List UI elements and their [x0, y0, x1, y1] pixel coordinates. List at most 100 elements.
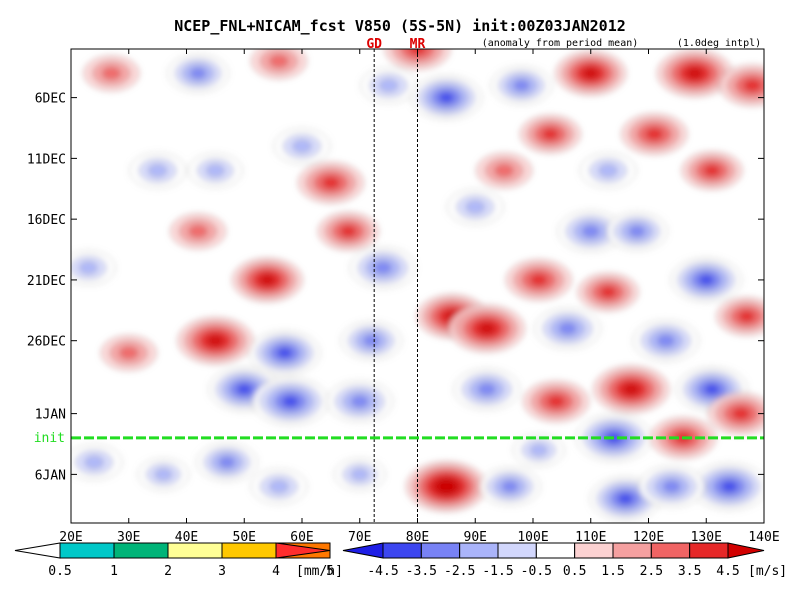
anomaly-blob — [583, 68, 599, 79]
anomaly-blob — [582, 225, 600, 237]
chart-subtitle-right: (1.0deg intpl) — [677, 38, 761, 49]
wind-colorbar-label: -1.5 — [482, 564, 513, 579]
anomaly-blob — [598, 164, 618, 177]
init-label: init — [34, 431, 65, 446]
anomaly-blob — [322, 177, 340, 189]
x-tick-label: 80E — [406, 530, 429, 545]
anomaly-blob — [465, 200, 485, 214]
y-tick-label: 26DEC — [27, 335, 66, 350]
anomaly-blob — [738, 311, 755, 322]
anomaly-blob — [478, 323, 495, 334]
x-tick-label: 110E — [575, 530, 606, 545]
anomaly-blob — [119, 346, 139, 360]
wind-colorbar-cell — [574, 542, 614, 559]
anomaly-blob — [657, 335, 675, 347]
precip-colorbar-label: 0.5 — [48, 564, 71, 579]
precip-colorbar-label: 4 — [272, 564, 280, 579]
precip-colorbar-upper-arrow — [275, 542, 331, 559]
plot-area: GD MR 20E 30E 40E 50E 60E 70E 80E 90E 100E 110E 120… — [27, 37, 780, 545]
precip-colorbar: 0.5 1 2 3 4 5[mm/h] — [14, 542, 343, 579]
y-tick-label: 21DEC — [27, 274, 66, 289]
precip-colorbar-label: 2 — [164, 564, 172, 579]
wind-colorbar-lower-arrow — [342, 542, 384, 559]
anomaly-blob — [190, 68, 206, 79]
y-tick-label: 6DEC — [35, 92, 66, 107]
x-tick-label: 30E — [117, 530, 140, 545]
x-tick-label: 140E — [748, 530, 779, 545]
anomaly-blob — [502, 481, 518, 492]
x-axis: 20E 30E 40E 50E 60E 70E 80E 90E 100E 110E 120E 130E… — [59, 49, 780, 545]
region-markers: GD MR — [366, 37, 425, 523]
anomaly-blob — [206, 164, 225, 177]
anomaly-blob — [629, 226, 645, 237]
anomaly-blob — [260, 275, 275, 285]
x-tick-label: 120E — [633, 530, 664, 545]
wind-colorbar-label: -0.5 — [521, 564, 552, 579]
precip-colorbar-cell — [59, 542, 115, 559]
anomaly-blob — [530, 444, 548, 456]
anomaly-blob — [547, 395, 565, 407]
anomaly-blob — [513, 80, 530, 91]
anomaly-blob — [439, 482, 454, 491]
precip-colorbar-cell — [221, 542, 277, 559]
anomaly-blob — [623, 384, 639, 395]
anomaly-blob — [188, 225, 208, 238]
anomaly-layer — [71, 49, 764, 522]
wind-colorbar-upper-arrow — [727, 542, 765, 559]
wind-colorbar-label: 1.5 — [601, 564, 624, 579]
x-tick-label: 20E — [59, 530, 82, 545]
wind-colorbar-cell — [535, 542, 576, 559]
precip-colorbar-cell — [113, 542, 169, 559]
anomaly-blob — [154, 468, 173, 481]
x-tick-label: 70E — [348, 530, 371, 545]
precip-colorbar-lower-arrow — [14, 542, 61, 559]
anomaly-blob — [148, 164, 168, 177]
marker-label: MR — [410, 37, 426, 52]
x-tick-label: 60E — [290, 530, 313, 545]
y-tick-label: 1JAN — [35, 408, 66, 423]
x-tick-label: 40E — [175, 530, 198, 545]
wind-colorbar-cell — [497, 542, 537, 559]
anomaly-blob — [698, 275, 714, 285]
anomaly-blob — [732, 408, 750, 420]
anomaly-blob — [743, 79, 761, 91]
anomaly-blob — [269, 480, 289, 493]
x-tick-label: 90E — [464, 530, 487, 545]
anomaly-blob — [542, 128, 559, 140]
anomaly-blob — [277, 348, 292, 358]
precip-colorbar-cell — [167, 542, 223, 559]
y-tick-label: 11DEC — [27, 152, 66, 167]
anomaly-field — [71, 49, 764, 522]
wind-colorbar-cell — [382, 542, 422, 559]
anomaly-blob — [704, 384, 720, 395]
anomaly-blob — [351, 468, 369, 481]
anomaly-blob — [236, 384, 252, 395]
anomaly-blob — [600, 286, 616, 298]
anomaly-blob — [530, 274, 548, 286]
wind-colorbar-cell — [459, 542, 499, 559]
anomaly-blob — [84, 456, 104, 469]
anomaly-blob — [79, 261, 98, 274]
wind-colorbar-cell — [650, 542, 691, 559]
chart-subtitle-left: (anomaly from period mean) — [482, 38, 639, 49]
precip-colorbar-label: 5 — [326, 564, 334, 579]
marker-label: GD — [366, 37, 382, 52]
precip-colorbar-unit: [mm/h] — [296, 564, 343, 579]
anomaly-blob — [269, 54, 289, 68]
anomaly-blob — [559, 323, 577, 335]
wind-colorbar-label: 2.5 — [640, 564, 663, 579]
y-tick-label: 6JAN — [35, 468, 66, 483]
wind-colorbar-label: -3.5 — [406, 564, 437, 579]
anomaly-blob — [351, 395, 369, 407]
precip-colorbar-label: 3 — [218, 564, 226, 579]
anomaly-blob — [292, 140, 312, 153]
wind-colorbar-cell — [612, 542, 652, 559]
precip-colorbar-label: 1 — [110, 564, 118, 579]
anomaly-blob — [439, 92, 454, 103]
y-axis: init 6DEC 11DEC 16DEC 21DEC 26DEC 1JAN 6JAN — [27, 92, 764, 483]
anomaly-blob — [379, 79, 399, 92]
wind-colorbar: -4.5 -3.5 -2.5 -1.5 -0.5 0.5 1.5 2.5 3.5 4.5 [m/s] — [342, 542, 787, 579]
anomaly-blob — [478, 383, 496, 395]
anomaly-blob — [645, 128, 663, 140]
